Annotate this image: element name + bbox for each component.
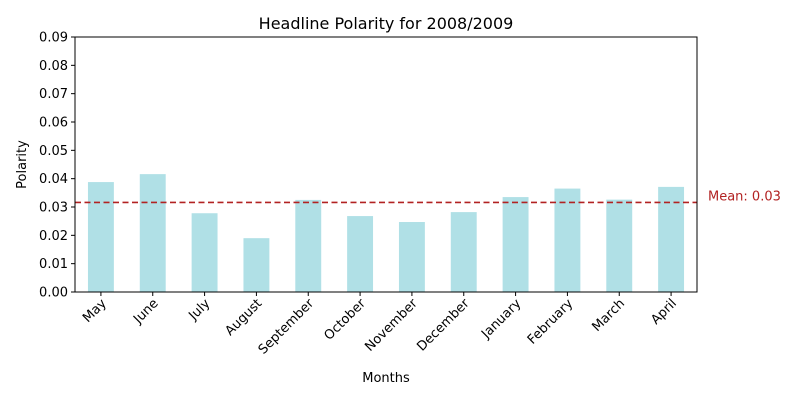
bar-april: [658, 186, 685, 292]
y-tick-label: 0.05: [39, 144, 68, 159]
plot-frame: [74, 36, 698, 293]
y-tick-label: 0.09: [39, 31, 68, 46]
y-tick-label: 0.04: [39, 172, 68, 187]
y-tick-label: 0.06: [39, 116, 68, 131]
y-axis: 0.00 0.01 0.02 0.03 0.04 0.05 0.06 0.07 0.08 0.09: [39, 31, 75, 301]
mean-layer: Mean: 0.03: [75, 189, 781, 204]
x-tick-label: January: [478, 296, 524, 342]
x-tick-label: April: [648, 296, 680, 328]
bar-november: [398, 222, 425, 292]
x-tick-label: July: [186, 296, 214, 324]
x-tick-label: September: [256, 296, 318, 358]
bar-june: [139, 174, 166, 292]
x-tick-label: November: [362, 296, 421, 355]
mean-label: Mean: 0.03: [708, 189, 781, 204]
bar-october: [347, 216, 374, 292]
y-tick-label: 0.03: [39, 201, 68, 216]
x-tick-label: October: [322, 296, 370, 344]
bar-july: [191, 213, 218, 292]
x-tick-label: March: [589, 296, 628, 335]
bar-august: [243, 238, 270, 292]
bar-may: [87, 182, 114, 292]
y-tick-label: 0.02: [39, 229, 68, 244]
x-tick-label: May: [80, 296, 110, 326]
x-tick-label: February: [525, 296, 577, 348]
bars-layer: [87, 174, 685, 292]
bar-december: [450, 212, 477, 292]
y-axis-label: Polarity: [15, 140, 30, 189]
chart-title: Headline Polarity for 2008/2009: [259, 14, 514, 33]
x-tick-label: December: [414, 296, 473, 355]
bar-september: [295, 199, 322, 292]
y-tick-label: 0.08: [39, 59, 68, 74]
y-tick-label: 0.07: [39, 87, 68, 102]
bar-january: [502, 197, 529, 292]
y-tick-label: 0.01: [39, 257, 68, 272]
x-axis-label: Months: [362, 371, 410, 386]
bar-february: [554, 188, 581, 292]
bar-march: [606, 199, 633, 292]
x-tick-label: August: [222, 296, 265, 339]
x-tick-label: June: [130, 296, 161, 327]
y-tick-label: 0.00: [39, 286, 68, 301]
